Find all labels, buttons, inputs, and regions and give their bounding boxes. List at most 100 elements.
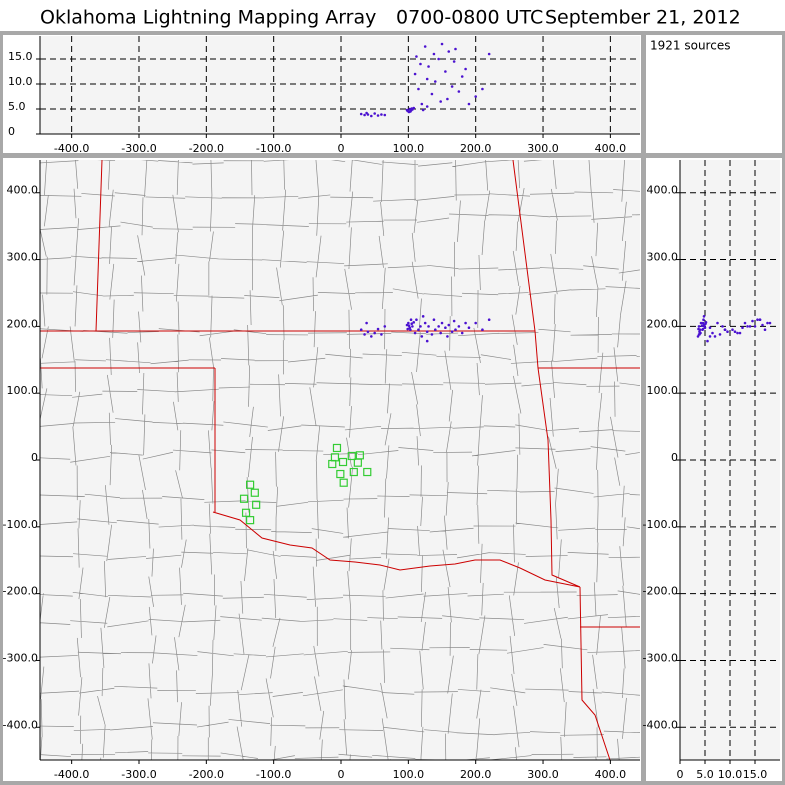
title: Oklahoma Lightning Mapping Array — [40, 7, 376, 29]
lightning-source — [452, 319, 456, 323]
lightning-source — [702, 318, 705, 321]
lightning-source — [407, 324, 411, 328]
lightning-source — [383, 325, 387, 328]
lightning-source — [708, 326, 712, 330]
lightning-source — [427, 325, 430, 328]
station — [349, 467, 358, 477]
lightning-source — [718, 333, 722, 336]
lightning-source — [481, 87, 484, 91]
x-tick-label: -100.0 — [256, 768, 291, 781]
lightning-source — [457, 90, 461, 93]
y-tick-label: 200.0 — [7, 317, 39, 330]
lightning-source — [420, 335, 424, 338]
x-tick-label: 200.0 — [460, 142, 492, 155]
lightning-source — [430, 333, 434, 336]
station — [339, 478, 348, 487]
lightning-source — [359, 328, 363, 332]
time-range: 0700-0800 UTC — [396, 7, 543, 29]
lightning-source — [421, 315, 425, 318]
x-tick-label: -300.0 — [121, 142, 156, 155]
lightning-source — [376, 114, 380, 117]
lightning-source — [706, 339, 709, 343]
y-tick-label: 300.0 — [647, 251, 679, 264]
lightning-source — [406, 327, 409, 331]
lightning-source — [738, 331, 742, 335]
lightning-source — [373, 112, 376, 115]
lightning-source — [437, 325, 440, 328]
lightning-source — [701, 321, 705, 325]
panel-bg — [40, 36, 640, 134]
station — [347, 451, 356, 461]
lightning-source — [413, 72, 417, 76]
lightning-source — [748, 325, 752, 328]
x-tick-label: -100.0 — [256, 142, 291, 155]
county-borders — [40, 160, 640, 760]
lightning-source — [366, 330, 370, 334]
frame — [0, 153, 785, 158]
y-tick-label: 100.0 — [647, 384, 679, 397]
lightning-source — [766, 321, 769, 325]
lightning-source — [481, 328, 484, 332]
lightning-source — [704, 322, 707, 325]
lightning-source — [430, 92, 434, 96]
x-tick-label: 200.0 — [460, 768, 492, 781]
lightning-source — [412, 106, 416, 110]
lightning-source — [444, 326, 447, 330]
lightning-source — [370, 114, 373, 118]
lightning-source — [383, 113, 387, 117]
lightning-source — [417, 328, 420, 332]
lightning-source — [407, 321, 410, 325]
y-tick-label: -400.0 — [643, 718, 678, 731]
lightning-source — [731, 328, 734, 332]
lightning-source — [474, 321, 477, 325]
lightning-source — [365, 321, 368, 325]
frame — [0, 31, 785, 35]
station — [353, 458, 362, 467]
lightning-source — [487, 318, 491, 321]
lightning-source — [464, 321, 467, 325]
lightning-source — [433, 328, 437, 332]
x-tick-label: 400.0 — [595, 768, 627, 781]
lightning-source — [425, 77, 429, 81]
lightning-source — [711, 331, 714, 335]
lightning-source — [373, 331, 376, 335]
station — [250, 488, 259, 497]
lightning-source — [736, 331, 739, 335]
lightning-source — [410, 107, 414, 110]
lightning-source — [411, 325, 414, 328]
lightning-source — [359, 112, 363, 116]
map — [40, 160, 640, 760]
x-tick-label: -200.0 — [189, 768, 224, 781]
station — [252, 500, 261, 509]
y-tick-label: -100.0 — [643, 518, 678, 531]
x-tick-label: 0 — [338, 142, 345, 155]
lightning-source — [417, 87, 420, 91]
x-tick-label: -400.0 — [54, 142, 89, 155]
lightning-source — [733, 330, 737, 334]
lightning-source — [450, 330, 454, 334]
station — [332, 443, 342, 453]
lightning-source — [420, 102, 424, 106]
lightning-source — [447, 323, 451, 327]
y-tick-label: -300.0 — [3, 651, 38, 664]
lightning-source — [702, 315, 706, 318]
x-tick-label: 0 — [338, 768, 345, 781]
x-tick-label: 400.0 — [595, 142, 627, 155]
x-tick-label: 5.0 — [696, 768, 714, 781]
lightning-source — [440, 321, 444, 325]
source-count: 1921 sources — [650, 39, 730, 53]
frame — [641, 31, 646, 785]
station — [338, 457, 348, 467]
y-tick-label: 0 — [31, 451, 38, 464]
lightning-source — [467, 102, 471, 106]
y-tick-label: 15.0 — [8, 50, 33, 63]
x-tick-label: 0 — [677, 768, 684, 781]
x-tick-label: 15.0 — [743, 768, 768, 781]
lightning-source — [412, 321, 416, 324]
lightning-source — [423, 45, 427, 48]
lightning-source — [439, 100, 442, 103]
lightning-source — [409, 318, 413, 321]
lightning-source — [703, 325, 706, 328]
lightning-source — [380, 333, 383, 336]
